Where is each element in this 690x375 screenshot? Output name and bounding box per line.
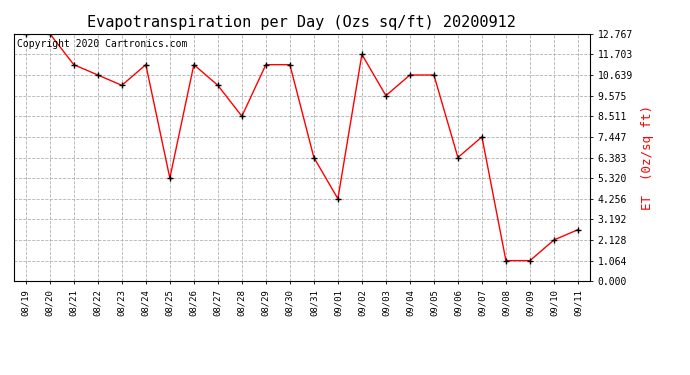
Text: Copyright 2020 Cartronics.com: Copyright 2020 Cartronics.com bbox=[17, 39, 187, 49]
Y-axis label: ET  (0z/sq ft): ET (0z/sq ft) bbox=[641, 105, 654, 210]
Title: Evapotranspiration per Day (Ozs sq/ft) 20200912: Evapotranspiration per Day (Ozs sq/ft) 2… bbox=[88, 15, 516, 30]
